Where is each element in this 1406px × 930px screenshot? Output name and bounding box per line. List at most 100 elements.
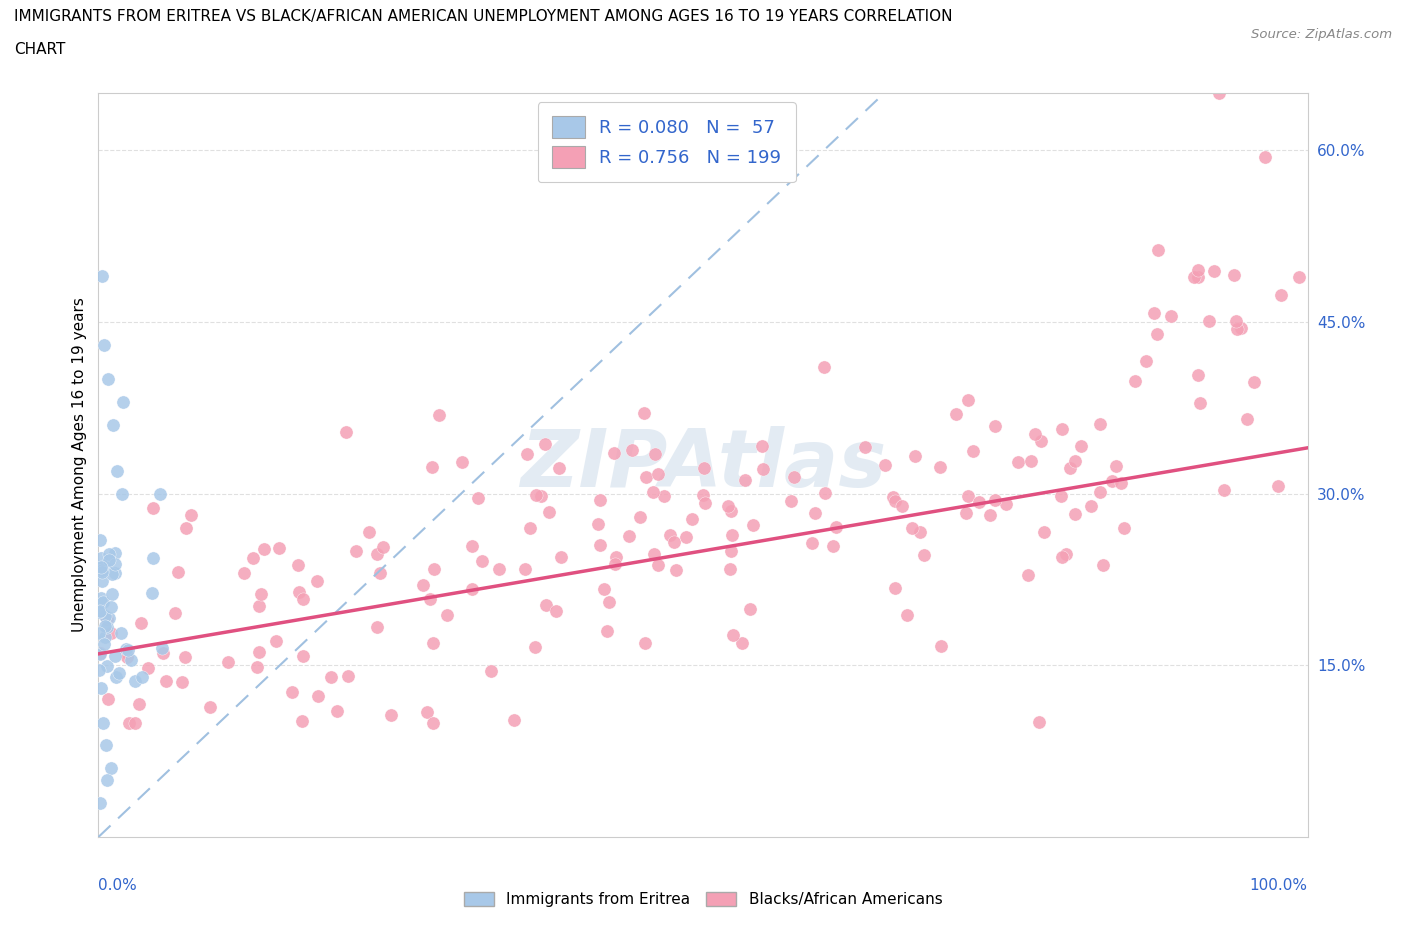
Point	[346, 544, 368, 559]
Point	[523, 640, 546, 655]
Text: CHART: CHART	[14, 42, 66, 57]
Point	[1019, 453, 1042, 468]
Point	[1109, 475, 1132, 490]
Point	[87, 625, 110, 640]
Point	[675, 530, 697, 545]
Point	[93, 637, 115, 652]
Point	[738, 602, 761, 617]
Point	[198, 700, 221, 715]
Point	[1225, 313, 1247, 328]
Point	[366, 547, 388, 562]
Point	[366, 619, 388, 634]
Point	[124, 715, 146, 730]
Point	[422, 562, 444, 577]
Point	[141, 500, 163, 515]
Point	[891, 498, 914, 513]
Point	[91, 715, 114, 730]
Point	[111, 486, 134, 501]
Point	[967, 495, 990, 510]
Point	[87, 662, 110, 677]
Point	[100, 600, 122, 615]
Point	[91, 594, 114, 609]
Point	[148, 486, 170, 501]
Point	[93, 630, 115, 644]
Point	[94, 738, 117, 753]
Point	[617, 529, 640, 544]
Point	[152, 645, 174, 660]
Point	[536, 597, 558, 612]
Point	[128, 697, 150, 711]
Point	[647, 558, 669, 573]
Point	[305, 573, 328, 588]
Point	[292, 648, 315, 663]
Point	[502, 712, 524, 727]
Point	[779, 494, 801, 509]
Point	[436, 607, 458, 622]
Point	[1267, 479, 1289, 494]
Point	[734, 472, 756, 487]
Point	[903, 448, 925, 463]
Point	[1054, 546, 1077, 561]
Point	[1033, 525, 1056, 539]
Point	[450, 454, 472, 469]
Point	[979, 508, 1001, 523]
Point	[471, 553, 494, 568]
Point	[681, 512, 703, 526]
Point	[108, 666, 131, 681]
Point	[427, 407, 450, 422]
Point	[336, 669, 359, 684]
Point	[94, 560, 117, 575]
Point	[1050, 421, 1073, 436]
Point	[515, 562, 537, 577]
Point	[1226, 322, 1249, 337]
Point	[1028, 714, 1050, 729]
Point	[461, 581, 484, 596]
Point	[900, 521, 922, 536]
Point	[544, 604, 567, 618]
Point	[172, 675, 194, 690]
Point	[117, 643, 139, 658]
Point	[721, 527, 744, 542]
Point	[1070, 439, 1092, 454]
Point	[281, 684, 304, 699]
Point	[634, 470, 657, 485]
Point	[155, 673, 177, 688]
Point	[628, 510, 651, 525]
Point	[89, 795, 111, 810]
Point	[595, 624, 617, 639]
Point	[420, 459, 443, 474]
Point	[548, 461, 571, 476]
Point	[96, 658, 118, 673]
Point	[93, 609, 115, 624]
Point	[721, 628, 744, 643]
Point	[246, 659, 269, 674]
Point	[100, 587, 122, 602]
Point	[695, 496, 717, 511]
Point	[516, 446, 538, 461]
Point	[1091, 557, 1114, 572]
Point	[1064, 507, 1087, 522]
Point	[1080, 498, 1102, 513]
Point	[461, 539, 484, 554]
Point	[647, 466, 669, 481]
Point	[96, 772, 118, 787]
Legend: Immigrants from Eritrea, Blacks/African Americans: Immigrants from Eritrea, Blacks/African …	[457, 885, 949, 913]
Point	[97, 372, 120, 387]
Point	[884, 493, 907, 508]
Point	[598, 594, 620, 609]
Point	[96, 619, 118, 634]
Point	[89, 645, 111, 660]
Point	[692, 488, 714, 503]
Point	[141, 585, 163, 600]
Point	[1230, 321, 1253, 336]
Point	[247, 599, 270, 614]
Point	[1142, 306, 1164, 321]
Point	[291, 714, 314, 729]
Point	[1270, 287, 1292, 302]
Point	[371, 539, 394, 554]
Point	[912, 548, 935, 563]
Point	[782, 470, 804, 485]
Point	[101, 566, 124, 581]
Point	[550, 550, 572, 565]
Point	[90, 559, 112, 574]
